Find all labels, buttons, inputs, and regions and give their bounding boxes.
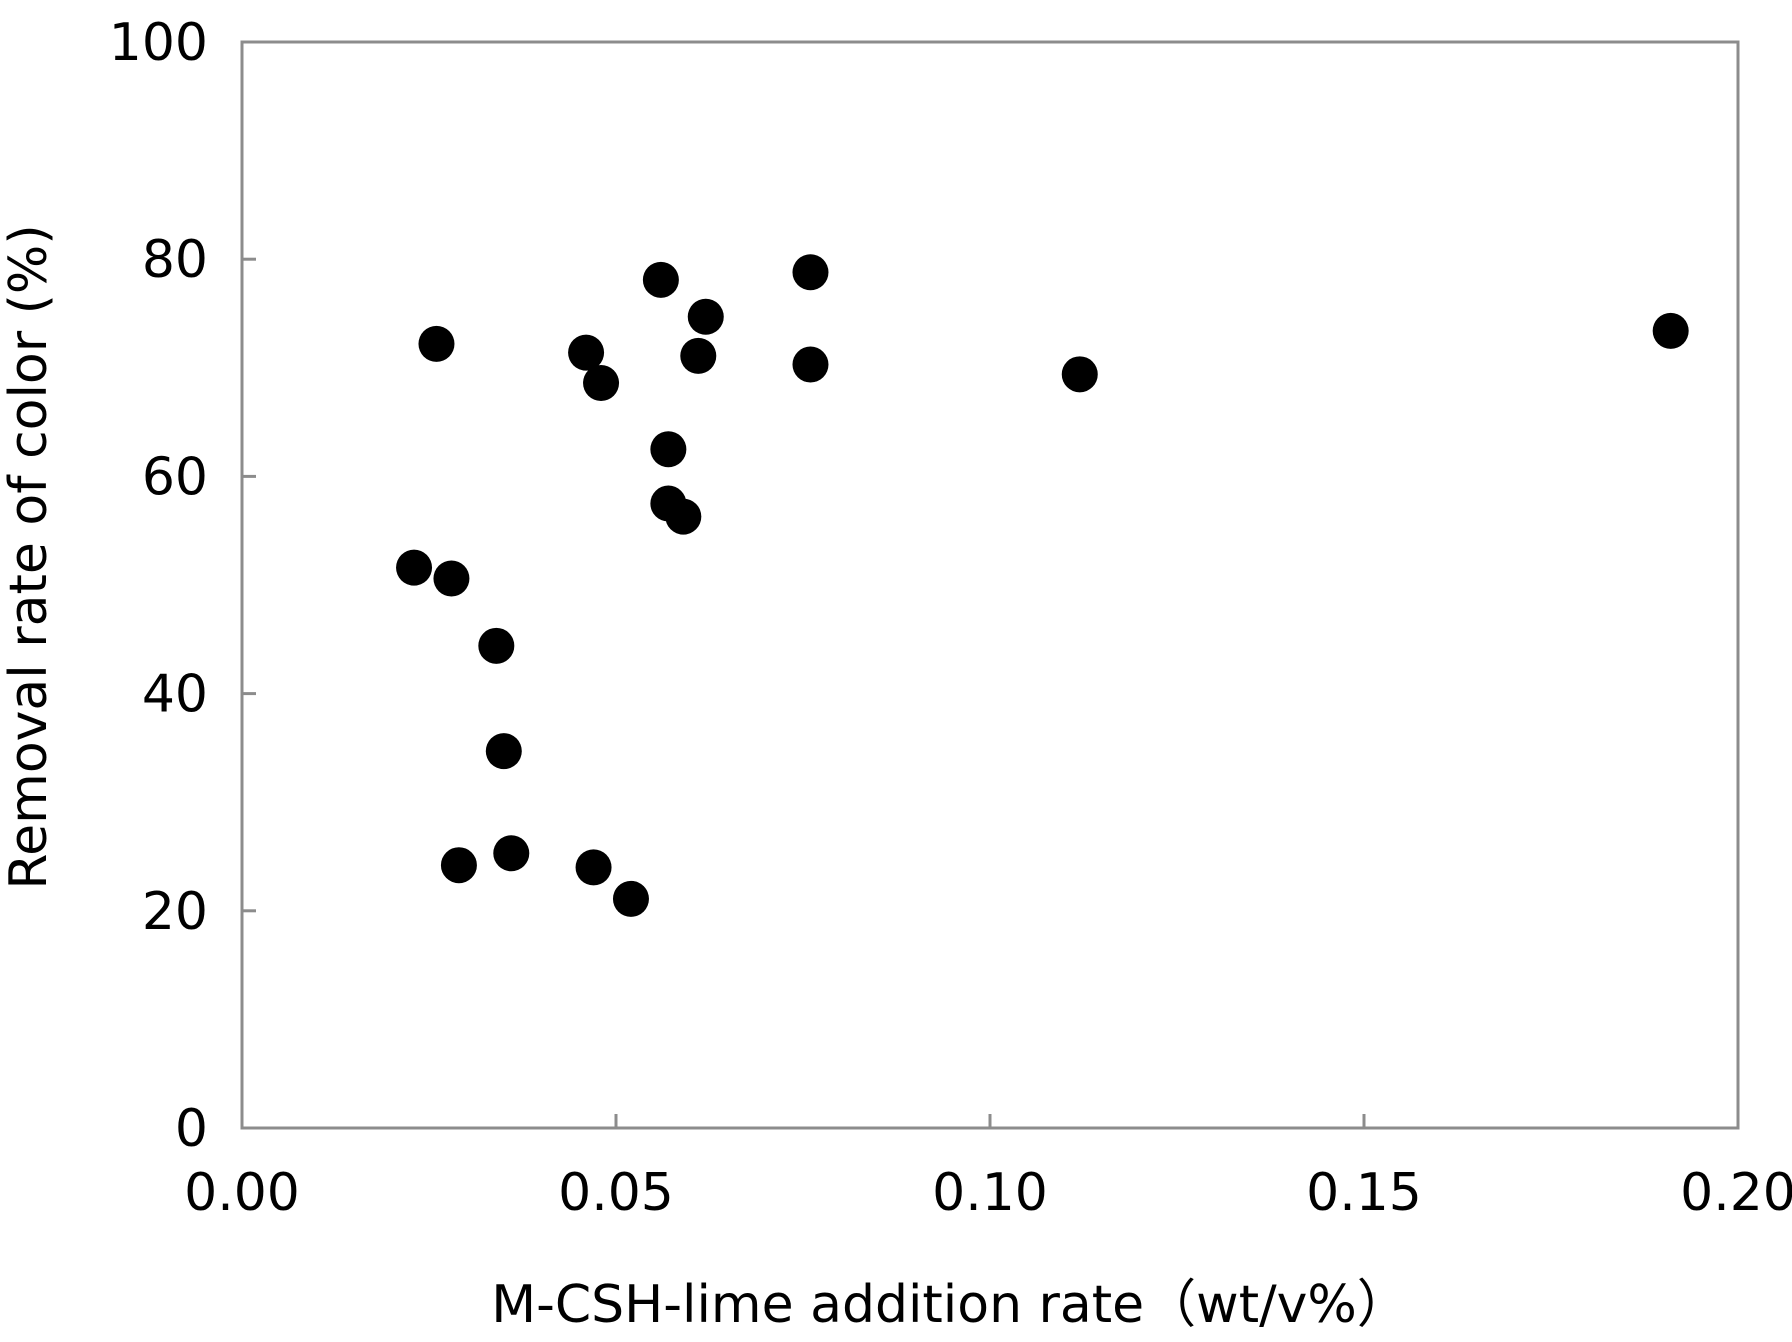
data-point — [396, 549, 433, 586]
data-point — [665, 498, 702, 535]
data-point — [440, 847, 477, 884]
x-tick-label: 0.15 — [1306, 1163, 1422, 1223]
x-axis-ticks — [240, 1114, 1740, 1128]
y-axis-tick-labels: 0 20 40 60 80 100 — [109, 13, 208, 1159]
data-points — [396, 254, 1689, 917]
y-tick-label: 60 — [142, 447, 208, 507]
data-point — [418, 325, 455, 362]
y-axis-ticks — [242, 40, 256, 1130]
y-tick-label: 20 — [142, 882, 208, 942]
y-tick-label: 80 — [142, 230, 208, 290]
data-point — [493, 835, 530, 872]
data-point — [650, 431, 687, 468]
data-point — [612, 880, 649, 917]
x-axis-tick-labels: 0.00 0.05 0.10 0.15 0.20 — [184, 1163, 1792, 1223]
data-point — [568, 334, 605, 371]
x-tick-label: 0.10 — [932, 1163, 1048, 1223]
y-tick-label: 0 — [175, 1099, 208, 1159]
data-point — [583, 365, 620, 402]
x-tick-label: 0.05 — [558, 1163, 674, 1223]
data-point — [478, 627, 515, 664]
x-tick-label: 0.00 — [184, 1163, 300, 1223]
data-point — [575, 849, 612, 886]
x-axis-title: M-CSH-lime addition rate（wt/v%） — [491, 1275, 1409, 1335]
data-point — [687, 298, 724, 335]
data-point — [642, 261, 679, 298]
y-tick-label: 100 — [109, 13, 208, 73]
data-point — [792, 254, 829, 291]
data-point — [1652, 312, 1689, 349]
y-tick-label: 40 — [142, 665, 208, 725]
y-axis-title: Removal rate of color (%) — [0, 224, 59, 889]
data-point — [792, 346, 829, 383]
data-point — [680, 337, 717, 374]
data-point — [433, 560, 470, 597]
x-tick-label: 0.20 — [1680, 1163, 1792, 1223]
data-point — [485, 733, 522, 770]
data-point — [1061, 356, 1098, 393]
